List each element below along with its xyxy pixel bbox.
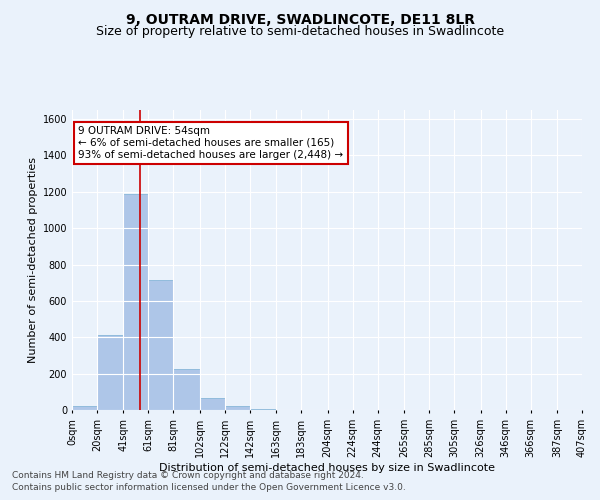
Bar [225,406,250,410]
Text: Contains public sector information licensed under the Open Government Licence v3: Contains public sector information licen… [12,483,406,492]
Y-axis label: Number of semi-detached properties: Number of semi-detached properties [28,157,38,363]
Bar [148,280,173,410]
Bar [72,406,97,410]
Text: 9 OUTRAM DRIVE: 54sqm
← 6% of semi-detached houses are smaller (165)
93% of semi: 9 OUTRAM DRIVE: 54sqm ← 6% of semi-detac… [78,126,343,160]
Bar [250,409,276,410]
Text: Contains HM Land Registry data © Crown copyright and database right 2024.: Contains HM Land Registry data © Crown c… [12,470,364,480]
Bar [200,398,225,410]
Bar [173,369,200,410]
Bar [97,336,124,410]
Text: Size of property relative to semi-detached houses in Swadlincote: Size of property relative to semi-detach… [96,25,504,38]
Text: 9, OUTRAM DRIVE, SWADLINCOTE, DE11 8LR: 9, OUTRAM DRIVE, SWADLINCOTE, DE11 8LR [125,12,475,26]
X-axis label: Distribution of semi-detached houses by size in Swadlincote: Distribution of semi-detached houses by … [159,462,495,472]
Bar [124,194,148,410]
